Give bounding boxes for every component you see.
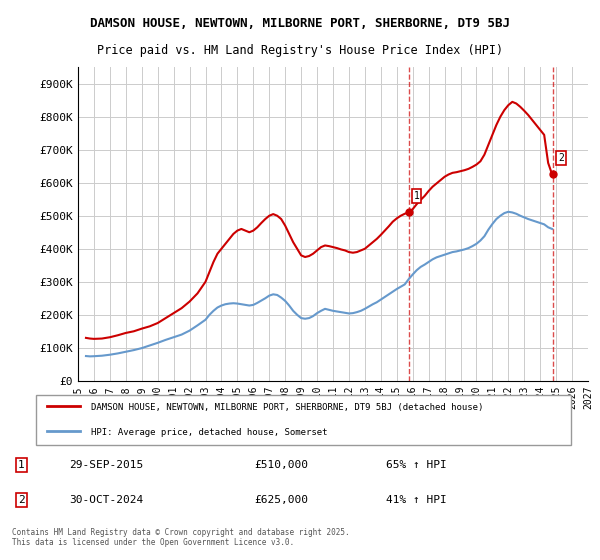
Text: 1: 1 <box>413 192 419 201</box>
Text: 65% ↑ HPI: 65% ↑ HPI <box>386 460 447 470</box>
Text: 2: 2 <box>18 495 25 505</box>
Text: 29-SEP-2015: 29-SEP-2015 <box>70 460 144 470</box>
Text: £625,000: £625,000 <box>254 495 308 505</box>
Text: 2: 2 <box>558 153 564 164</box>
Text: £510,000: £510,000 <box>254 460 308 470</box>
Text: 30-OCT-2024: 30-OCT-2024 <box>70 495 144 505</box>
Text: HPI: Average price, detached house, Somerset: HPI: Average price, detached house, Some… <box>91 428 327 437</box>
Text: 41% ↑ HPI: 41% ↑ HPI <box>386 495 447 505</box>
Text: Price paid vs. HM Land Registry's House Price Index (HPI): Price paid vs. HM Land Registry's House … <box>97 44 503 57</box>
Text: DAMSON HOUSE, NEWTOWN, MILBORNE PORT, SHERBORNE, DT9 5BJ (detached house): DAMSON HOUSE, NEWTOWN, MILBORNE PORT, SH… <box>91 403 483 412</box>
Text: DAMSON HOUSE, NEWTOWN, MILBORNE PORT, SHERBORNE, DT9 5BJ: DAMSON HOUSE, NEWTOWN, MILBORNE PORT, SH… <box>90 17 510 30</box>
Text: 1: 1 <box>18 460 25 470</box>
Text: Contains HM Land Registry data © Crown copyright and database right 2025.
This d: Contains HM Land Registry data © Crown c… <box>12 528 350 548</box>
FancyBboxPatch shape <box>35 395 571 445</box>
